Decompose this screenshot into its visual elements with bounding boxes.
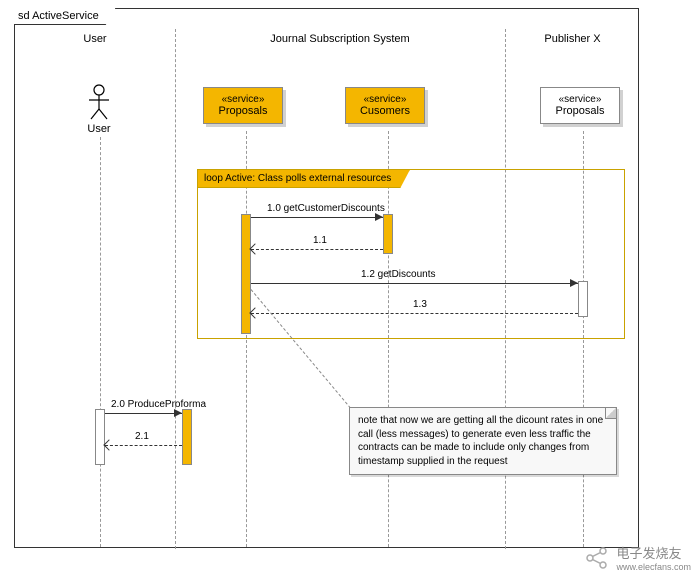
activation-bar [241,214,251,334]
message-arrow [105,445,182,446]
message-label: 1.2 getDiscounts [361,269,436,280]
message-arrow [251,313,578,314]
message-label: 1.0 getCustomerDiscounts [267,203,385,214]
arrow-head-icon [375,213,383,221]
lane-header-pub: Publisher X [505,33,640,45]
share-icon [584,545,610,571]
lane-header-user: User [15,33,175,45]
message-label: 2.1 [135,431,149,442]
activation-bar [383,214,393,254]
sequence-diagram-frame: sd ActiveService User Journal Subscripti… [14,8,639,548]
watermark-site: 电子发烧友 [616,543,691,562]
lane-header-jss: Journal Subscription System [175,33,505,45]
service-proposals-pub: «service» Proposals [540,87,620,124]
message-label: 2.0 ProduceProforma [111,399,206,410]
stereotype-label: «service» [551,94,609,105]
service-name: Proposals [556,105,605,117]
message-label: 1.1 [313,235,327,246]
actor-label: User [85,123,113,135]
watermark-url: www.elecfans.com [616,562,691,572]
message-arrow [251,217,383,218]
note-text: note that now we are getting all the dic… [358,415,603,467]
diagram-title: sd ActiveService [14,8,116,25]
loop-label: loop Active: Class polls external resour… [197,169,410,188]
message-arrow [105,413,182,414]
activation-bar [578,281,588,317]
service-customers: «service» Cusomers [345,87,425,124]
message-arrow [251,249,383,250]
message-label: 1.3 [413,299,427,310]
activation-bar [182,409,192,465]
arrow-head-icon [103,439,114,450]
lane-divider [175,29,176,549]
lifeline-user [100,137,101,547]
note-box: note that now we are getting all the dic… [349,407,617,475]
stick-figure-icon [85,83,113,121]
stereotype-label: «service» [214,94,272,105]
actor-user: User [85,83,113,135]
service-proposals-jss: «service» Proposals [203,87,283,124]
arrow-head-icon [570,279,578,287]
message-arrow [251,283,578,284]
activation-bar [95,409,105,465]
service-name: Proposals [219,105,268,117]
service-name: Cusomers [360,105,410,117]
stereotype-label: «service» [356,94,414,105]
watermark: 电子发烧友 www.elecfans.com [584,543,691,572]
arrow-head-icon [174,409,182,417]
